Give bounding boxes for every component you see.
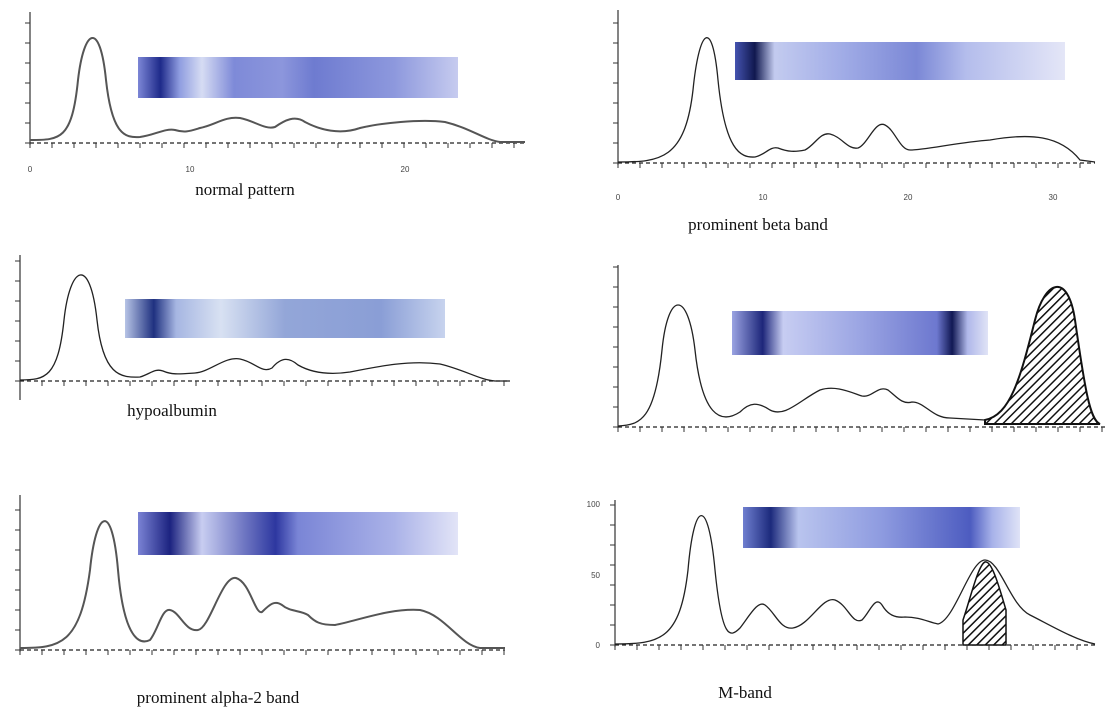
gel-strip [743, 507, 1020, 548]
x-tick-label: 30 [1049, 193, 1058, 202]
y-tick-label: 0 [596, 641, 601, 650]
caption: M-band [718, 683, 772, 702]
gel-strip [732, 311, 988, 355]
gel-strip [138, 512, 458, 555]
y-tick-label: 50 [591, 571, 600, 580]
panel-monoclonal [618, 265, 1105, 428]
caption: prominent beta band [688, 215, 828, 234]
panel-hypoalbumin: hypoalbumin [20, 255, 510, 420]
x-tick-label: 20 [904, 193, 913, 202]
x-tick-label: 0 [616, 193, 621, 202]
panel-m-band: 100 50 0 M-band [587, 500, 1095, 702]
gel-strip [125, 299, 445, 338]
x-tick-label: 10 [186, 165, 195, 174]
gel-strip [138, 57, 458, 98]
gel-strip [735, 42, 1065, 80]
caption: normal pattern [195, 180, 295, 199]
x-tick-label: 0 [28, 165, 33, 174]
panel-alpha2: prominent alpha-2 band [20, 495, 505, 707]
caption: prominent alpha-2 band [137, 688, 300, 707]
caption: hypoalbumin [127, 401, 217, 420]
x-tick-label: 20 [401, 165, 410, 174]
m-peak [985, 287, 1100, 424]
panel-normal: 0 10 20 normal pattern [28, 12, 525, 199]
figure: 0 10 20 normal pattern 0 10 20 30 promin… [0, 0, 1108, 708]
y-tick-label: 100 [587, 500, 601, 509]
x-tick-label: 10 [759, 193, 768, 202]
panel-beta: 0 10 20 30 prominent beta band [616, 10, 1095, 234]
